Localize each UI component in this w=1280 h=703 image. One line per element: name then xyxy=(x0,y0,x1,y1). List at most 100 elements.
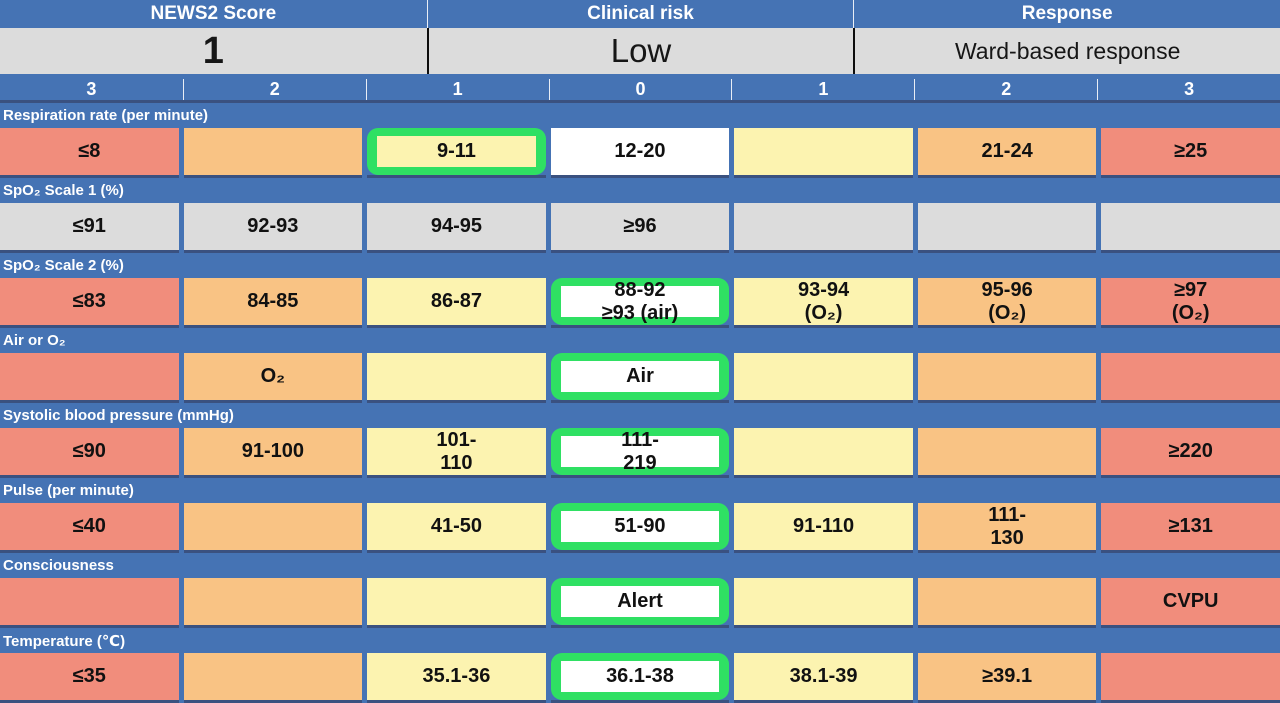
spo2-scale-2-cell-3[interactable]: 88-92 ≥93 (air) xyxy=(550,278,730,328)
divider-gap xyxy=(0,74,1280,79)
clinical-risk-value: Low xyxy=(426,28,854,74)
cell-text: 35.1-36 xyxy=(422,665,491,687)
air-or-o2-cell-5[interactable] xyxy=(917,353,1097,403)
spo2-scale-2-cell-4[interactable]: 93-94 (O₂) xyxy=(734,278,913,328)
consciousness-cell-5[interactable] xyxy=(917,578,1097,628)
spo2-scale-1-cell-6[interactable] xyxy=(1101,203,1280,253)
pulse-cell-2[interactable]: 41-50 xyxy=(367,503,546,553)
cell-text: ≥97 (O₂) xyxy=(1171,278,1210,324)
param-section-consciousness: Consciousness Alert CVPU xyxy=(0,553,1280,628)
score-col-left-2: 2 xyxy=(182,79,366,100)
cell-text: 36.1-38 xyxy=(606,665,674,687)
cell-text: O₂ xyxy=(260,365,286,387)
systolic-bp-cell-3[interactable]: 111- 219 xyxy=(550,428,730,478)
air-or-o2-cell-3[interactable]: Air xyxy=(550,353,730,403)
systolic-bp-cell-5[interactable] xyxy=(917,428,1097,478)
consciousness-cell-6[interactable]: CVPU xyxy=(1101,578,1280,628)
selected-inner-box xyxy=(560,286,720,317)
pulse-cell-6[interactable]: ≥131 xyxy=(1101,503,1280,553)
spo2-scale-2-cell-5[interactable]: 95-96 (O₂) xyxy=(917,278,1097,328)
temperature-cell-4[interactable]: 38.1-39 xyxy=(734,653,913,703)
cell-text: ≥96 xyxy=(623,215,657,237)
cell-text: 111- 219 xyxy=(621,428,659,474)
spo2-scale-1-cell-4[interactable] xyxy=(734,203,913,253)
cell-text: 94-95 xyxy=(430,215,482,237)
cell-text: 92-93 xyxy=(247,215,299,237)
air-or-o2-cell-1[interactable]: O₂ xyxy=(183,353,363,403)
selected-inner-box xyxy=(560,661,720,692)
spo2-scale-1-cell-1[interactable]: 92-93 xyxy=(183,203,363,253)
systolic-bp-cell-0[interactable]: ≤90 xyxy=(0,428,179,478)
respiration-rate-cell-1[interactable] xyxy=(183,128,363,178)
param-section-spo2-scale-2: SpO₂ Scale 2 (%) ≤83 84-85 86-87 88-92 ≥93 (… xyxy=(0,253,1280,328)
spo2-scale-2-cell-1[interactable]: 84-85 xyxy=(183,278,363,328)
cell-text: 91-100 xyxy=(241,440,304,462)
cell-text: ≤83 xyxy=(72,290,106,312)
air-or-o2-cell-0[interactable] xyxy=(0,353,179,403)
respiration-rate-cell-0[interactable]: ≤8 xyxy=(0,128,179,178)
respiration-rate-cell-4[interactable] xyxy=(734,128,913,178)
spo2-scale-2-cell-2[interactable]: 86-87 xyxy=(367,278,546,328)
row-label-air-or-o2: Air or O₂ xyxy=(3,332,66,349)
air-or-o2-cell-6[interactable] xyxy=(1101,353,1280,403)
pulse-cell-0[interactable]: ≤40 xyxy=(0,503,179,553)
row-label-spo2-scale-2: SpO₂ Scale 2 (%) xyxy=(3,257,124,274)
systolic-bp-cell-6[interactable]: ≥220 xyxy=(1101,428,1280,478)
respiration-rate-cell-2[interactable]: 9-11 xyxy=(367,128,546,178)
cell-row-consciousness: Alert CVPU xyxy=(0,578,1280,628)
param-section-air-or-o2: Air or O₂ O₂ Air xyxy=(0,328,1280,403)
respiration-rate-cell-3[interactable]: 12-20 xyxy=(550,128,730,178)
temperature-cell-5[interactable]: ≥39.1 xyxy=(917,653,1097,703)
air-or-o2-cell-4[interactable] xyxy=(734,353,913,403)
cell-text: 86-87 xyxy=(430,290,482,312)
score-col-left-3: 3 xyxy=(86,79,97,99)
row-label-spo2-scale-1: SpO₂ Scale 1 (%) xyxy=(3,182,124,199)
cell-text: Air xyxy=(626,365,654,387)
spo2-scale-1-cell-0[interactable]: ≤91 xyxy=(0,203,179,253)
consciousness-cell-3[interactable]: Alert xyxy=(550,578,730,628)
header-news2-score: NEWS2 Score xyxy=(150,3,277,24)
spo2-scale-2-cell-0[interactable]: ≤83 xyxy=(0,278,179,328)
temperature-cell-2[interactable]: 35.1-36 xyxy=(367,653,546,703)
param-section-spo2-scale-1: SpO₂ Scale 1 (%) ≤91 92-93 94-95 ≥96 xyxy=(0,178,1280,253)
spo2-scale-2-cell-6[interactable]: ≥97 (O₂) xyxy=(1101,278,1280,328)
cell-text: 95-96 (O₂) xyxy=(981,278,1033,324)
row-label-temperature: Temperature (℃) xyxy=(3,632,126,650)
spo2-scale-1-cell-2[interactable]: 94-95 xyxy=(367,203,546,253)
cell-text: 91-110 xyxy=(792,515,855,537)
score-col-left-1: 1 xyxy=(365,79,549,100)
selected-inner-box xyxy=(560,361,720,392)
respiration-rate-cell-6[interactable]: ≥25 xyxy=(1101,128,1280,178)
respiration-rate-cell-5[interactable]: 21-24 xyxy=(917,128,1097,178)
selected-inner-box xyxy=(560,511,720,542)
cell-text: 101- 110 xyxy=(436,428,477,474)
temperature-cell-1[interactable] xyxy=(183,653,363,703)
spo2-scale-1-cell-5[interactable] xyxy=(917,203,1097,253)
summary-header: NEWS2 Score Clinical risk Response xyxy=(0,0,1280,28)
consciousness-cell-1[interactable] xyxy=(183,578,363,628)
pulse-cell-4[interactable]: 91-110 xyxy=(734,503,913,553)
spo2-scale-1-cell-3[interactable]: ≥96 xyxy=(550,203,730,253)
temperature-cell-3[interactable]: 36.1-38 xyxy=(550,653,730,703)
consciousness-cell-4[interactable] xyxy=(734,578,913,628)
cell-text: ≤8 xyxy=(78,140,101,162)
consciousness-cell-2[interactable] xyxy=(367,578,546,628)
pulse-cell-5[interactable]: 111- 130 xyxy=(917,503,1097,553)
consciousness-cell-0[interactable] xyxy=(0,578,179,628)
header-clinical-risk: Clinical risk xyxy=(426,0,854,28)
systolic-bp-cell-4[interactable] xyxy=(734,428,913,478)
systolic-bp-cell-1[interactable]: 91-100 xyxy=(183,428,363,478)
cell-row-spo2-scale-1: ≤91 92-93 94-95 ≥96 xyxy=(0,203,1280,253)
pulse-cell-3[interactable]: 51-90 xyxy=(550,503,730,553)
row-label-consciousness: Consciousness xyxy=(3,557,114,574)
pulse-cell-1[interactable] xyxy=(183,503,363,553)
header-response: Response xyxy=(853,0,1280,28)
air-or-o2-cell-2[interactable] xyxy=(367,353,546,403)
cell-text: 88-92 ≥93 (air) xyxy=(601,278,679,324)
score-header-underline xyxy=(0,100,1280,103)
cell-text: ≥39.1 xyxy=(982,665,1033,687)
parameter-table: Respiration rate (per minute) ≤8 9-11 12-20… xyxy=(0,103,1280,703)
systolic-bp-cell-2[interactable]: 101- 110 xyxy=(367,428,546,478)
temperature-cell-6[interactable] xyxy=(1101,653,1280,703)
temperature-cell-0[interactable]: ≤35 xyxy=(0,653,179,703)
